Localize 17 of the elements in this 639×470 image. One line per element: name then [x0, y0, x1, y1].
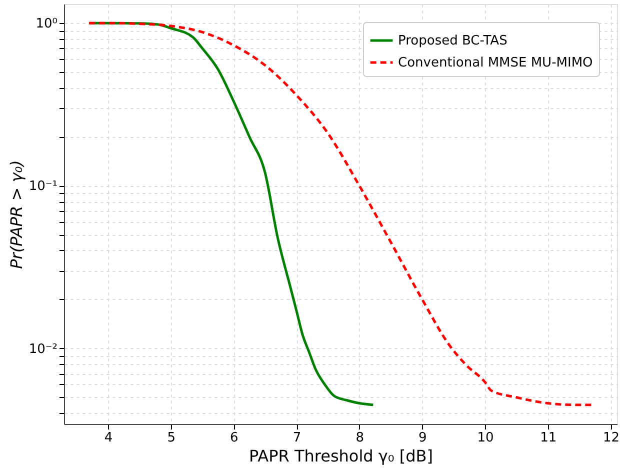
y-tick-label: 10⁻¹	[28, 179, 58, 194]
x-tick-label: 6	[230, 430, 238, 446]
x-tick-label: 4	[104, 430, 113, 446]
x-tick-label: 12	[602, 430, 620, 446]
x-tick-label: 8	[356, 430, 364, 446]
legend-label: Conventional MMSE MU-MIMO	[398, 56, 593, 70]
x-tick-label: 5	[167, 430, 176, 446]
line-series	[88, 22, 594, 406]
x-tick-label: 7	[292, 430, 302, 446]
y-axis-title: Pr(PAPR > γ₀)	[6, 160, 26, 269]
x-tick-label: 11	[540, 430, 557, 446]
x-tick-label: 9	[418, 430, 427, 446]
y-tick-label: 10⁰	[36, 16, 58, 32]
x-tick-label: 10	[477, 430, 494, 446]
y-tick-label: 10⁻²	[28, 342, 58, 357]
legend-label: Proposed BC-TAS	[398, 34, 508, 48]
x-axis-title: PAPR Threshold γ₀ [dB]	[249, 446, 433, 466]
